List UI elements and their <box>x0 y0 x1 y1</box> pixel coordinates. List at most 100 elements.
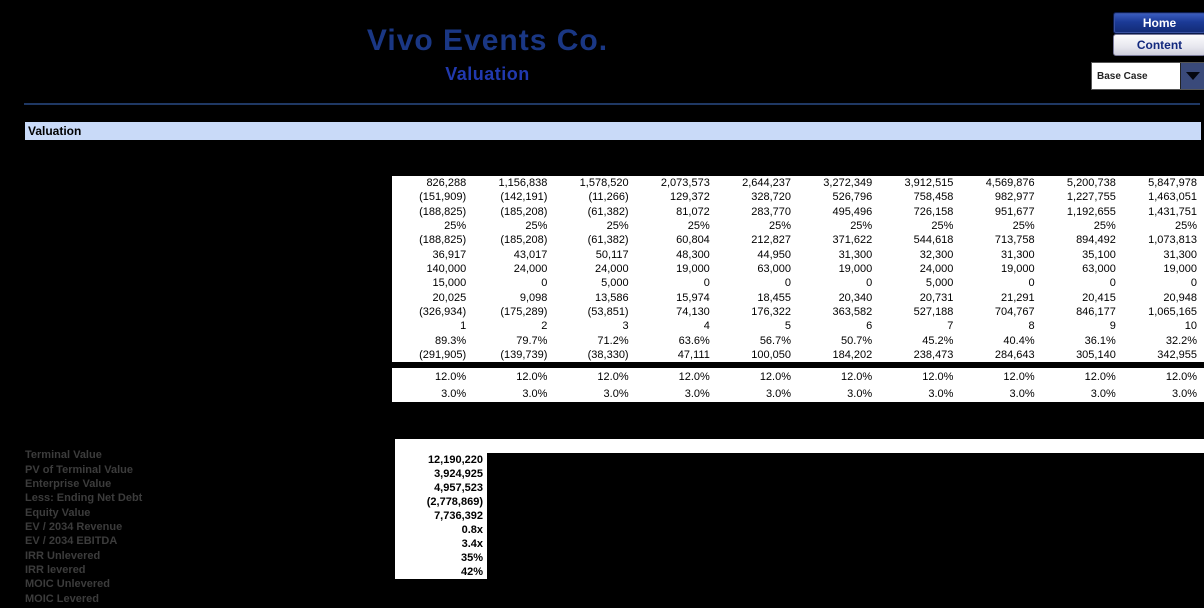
table-cell[interactable]: 25% <box>1175 220 1198 233</box>
table-cell[interactable]: 2,644,237 <box>742 177 792 190</box>
table-cell[interactable]: 5,847,978 <box>1148 177 1198 190</box>
table-cell[interactable]: 846,177 <box>1076 305 1116 318</box>
table-cell[interactable]: 100,050 <box>751 348 792 361</box>
table-cell[interactable]: 25% <box>687 220 710 233</box>
table-cell[interactable]: 0 <box>703 277 710 290</box>
table-cell[interactable]: 0 <box>541 277 548 290</box>
home-button[interactable]: Home <box>1113 12 1204 34</box>
table-cell[interactable]: 894,492 <box>1076 234 1116 247</box>
table-cell[interactable]: 3,272,349 <box>823 177 873 190</box>
table-cell[interactable]: 25% <box>606 220 629 233</box>
table-cell[interactable]: (53,851) <box>587 305 629 318</box>
table-cell[interactable]: 12.0% <box>759 370 792 383</box>
table-cell[interactable]: 184,202 <box>832 348 873 361</box>
table-cell[interactable]: (175,289) <box>500 305 548 318</box>
table-cell[interactable]: 2,073,573 <box>660 177 710 190</box>
table-cell[interactable]: 21,291 <box>1000 291 1035 304</box>
table-cell[interactable]: 25% <box>1093 220 1116 233</box>
table-cell[interactable]: 12.0% <box>516 370 548 383</box>
table-cell[interactable]: 35,100 <box>1082 248 1116 261</box>
table-cell[interactable]: 713,758 <box>994 234 1035 247</box>
table-cell[interactable]: 0 <box>866 277 873 290</box>
table-cell[interactable]: 12.0% <box>922 370 954 383</box>
table-cell[interactable]: (185,208) <box>500 205 548 218</box>
table-cell[interactable]: 4,569,876 <box>985 177 1035 190</box>
table-cell[interactable]: 9,098 <box>519 291 548 304</box>
table-cell[interactable]: (142,191) <box>500 191 548 204</box>
table-cell[interactable]: 0 <box>784 277 792 290</box>
table-cell[interactable]: 6 <box>866 320 873 333</box>
table-cell[interactable]: 758,458 <box>913 191 954 204</box>
summary-value-cell[interactable]: 4,957,523 <box>434 482 483 494</box>
table-cell[interactable]: 56.7% <box>759 334 792 347</box>
table-cell[interactable]: (188,825) <box>419 234 467 247</box>
table-cell[interactable]: 8 <box>1028 320 1035 333</box>
table-cell[interactable]: 495,496 <box>832 205 873 218</box>
table-cell[interactable]: 18,455 <box>757 291 792 304</box>
table-cell[interactable]: 826,288 <box>426 177 467 190</box>
scenario-select[interactable]: Base Case <box>1091 62 1204 90</box>
table-cell[interactable]: 25% <box>768 220 792 233</box>
table-cell[interactable]: 12.0% <box>841 370 873 383</box>
table-cell[interactable]: 25% <box>931 220 954 233</box>
summary-value-cell[interactable]: 42% <box>460 566 483 578</box>
table-cell[interactable]: 526,796 <box>832 191 873 204</box>
table-cell[interactable]: 176,322 <box>751 305 792 318</box>
table-cell[interactable]: 3.0% <box>522 387 548 400</box>
table-cell[interactable]: 5,000 <box>925 277 954 290</box>
table-cell[interactable]: 3.0% <box>847 387 873 400</box>
table-cell[interactable]: 3.0% <box>603 387 629 400</box>
table-cell[interactable]: 79.7% <box>516 334 548 347</box>
table-cell[interactable]: 45.2% <box>922 334 954 347</box>
table-cell[interactable]: 89.3% <box>435 334 467 347</box>
table-cell[interactable]: 36.1% <box>1084 334 1116 347</box>
table-cell[interactable]: 212,827 <box>751 234 792 247</box>
table-cell[interactable]: 363,582 <box>832 305 873 318</box>
table-cell[interactable]: 1,156,838 <box>498 177 548 190</box>
table-cell[interactable]: 25% <box>1012 220 1035 233</box>
table-cell[interactable]: 3.0% <box>441 387 467 400</box>
table-cell[interactable]: 13,586 <box>594 291 629 304</box>
table-cell[interactable]: 5,200,738 <box>1066 177 1116 190</box>
table-cell[interactable]: (326,934) <box>419 305 467 318</box>
summary-value-cell[interactable]: 3,924,925 <box>434 468 483 480</box>
table-cell[interactable]: (188,825) <box>419 205 467 218</box>
table-cell[interactable]: 40.4% <box>1003 334 1035 347</box>
table-cell[interactable]: 24,000 <box>919 263 954 276</box>
table-cell[interactable]: 140,000 <box>426 263 467 276</box>
table-cell[interactable]: 20,340 <box>838 291 873 304</box>
content-button[interactable]: Content <box>1113 34 1204 56</box>
table-cell[interactable]: 2 <box>541 320 548 333</box>
table-cell[interactable]: 20,025 <box>432 291 467 304</box>
table-cell[interactable]: 1,431,751 <box>1148 205 1198 218</box>
summary-value-cell[interactable]: 7,736,392 <box>434 510 483 522</box>
table-cell[interactable]: 3.0% <box>684 387 710 400</box>
chevron-down-icon[interactable] <box>1180 63 1204 89</box>
table-cell[interactable]: (38,330) <box>587 348 629 361</box>
table-cell[interactable]: 74,130 <box>676 305 710 318</box>
summary-value-cell[interactable]: (2,778,869) <box>426 496 483 508</box>
table-cell[interactable]: 982,977 <box>994 191 1035 204</box>
table-cell[interactable]: 4 <box>703 320 710 333</box>
table-cell[interactable]: 50,117 <box>595 248 629 261</box>
table-cell[interactable]: 36,917 <box>432 248 467 261</box>
table-cell[interactable]: 47,111 <box>677 348 710 361</box>
table-cell[interactable]: 19,000 <box>1163 263 1198 276</box>
table-cell[interactable]: 1,065,165 <box>1148 305 1198 318</box>
table-cell[interactable]: 1,073,813 <box>1148 234 1198 247</box>
table-cell[interactable]: 50.7% <box>841 334 873 347</box>
table-cell[interactable]: 24,000 <box>594 263 629 276</box>
table-cell[interactable]: 31,300 <box>1163 248 1198 261</box>
table-cell[interactable]: 10 <box>1184 320 1198 333</box>
table-cell[interactable]: 951,677 <box>994 205 1035 218</box>
table-cell[interactable]: 31,300 <box>1000 248 1035 261</box>
table-cell[interactable]: 3.0% <box>1009 387 1035 400</box>
table-cell[interactable]: 0 <box>1028 277 1035 290</box>
table-cell[interactable]: 44,950 <box>757 248 792 261</box>
table-cell[interactable]: 81,072 <box>676 205 710 218</box>
summary-value-cell[interactable]: 0.8x <box>461 524 483 536</box>
table-cell[interactable]: 5 <box>784 320 792 333</box>
summary-value-cell[interactable]: 35% <box>460 552 483 564</box>
table-cell[interactable]: 12.0% <box>435 370 467 383</box>
table-cell[interactable]: 20,415 <box>1082 291 1116 304</box>
